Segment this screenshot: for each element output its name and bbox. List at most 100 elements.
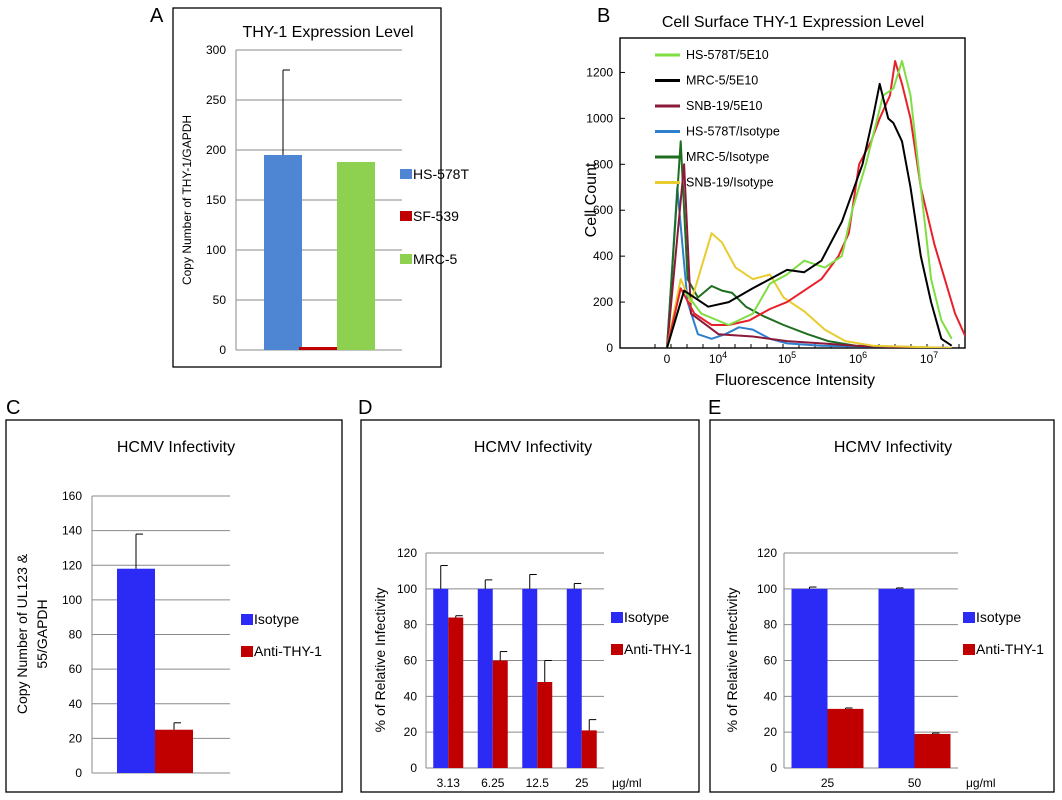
panel-c-frame	[5, 419, 343, 793]
panel-c-y-tick-label: 140	[62, 524, 82, 538]
panel-b-title: Cell Surface THY-1 Expression Level	[662, 14, 924, 31]
panel-c-chart: 0 20 40 60 80 100 120 140 160 HCMV Infectivity Cop…	[14, 439, 322, 780]
panel-c-legend-swatch	[241, 614, 253, 625]
panel-d-x-tick-label: 12.5	[526, 776, 550, 790]
panel-e-bar	[914, 733, 951, 768]
panel-e-legend-swatch	[963, 644, 975, 655]
panel-b-y-tick-label: 600	[593, 203, 613, 217]
panel-letter-a: A	[150, 5, 164, 27]
panel-b-x-tick-label: 0	[664, 352, 671, 366]
panel-c-y-tick-label: 20	[69, 731, 83, 745]
panel-b-legend-label: MRC-5/5E10	[686, 74, 758, 88]
panel-b-chart: Cell Surface THY-1 Expression Level Cell …	[583, 14, 966, 389]
panel-c-y-axis-label: Copy Number of UL123 &	[14, 553, 30, 714]
panel-e-y-tick-label: 80	[764, 618, 778, 632]
panel-b-x-axis-label: Fluorescence Intensity	[715, 372, 875, 389]
panel-c-y-tick-label: 40	[69, 697, 83, 711]
panel-a-y-tick-label: 300	[206, 43, 226, 57]
panel-b-y-tick-label: 800	[593, 157, 613, 171]
panel-a-y-tick-label: 100	[206, 243, 226, 257]
panel-d-y-tick-label: 40	[404, 689, 418, 703]
panel-e-y-tick-label: 20	[764, 725, 778, 739]
panel-letter-c: C	[6, 397, 20, 419]
panel-d-bar	[581, 730, 597, 768]
panel-b-y-tick-label: 1000	[586, 111, 613, 125]
panel-d-y-tick-label: 0	[410, 761, 417, 775]
panel-b-legend-label: HS-578T/Isotype	[686, 125, 780, 139]
panel-a-legend-swatch	[400, 254, 412, 264]
panel-c-legend-label: Anti-THY-1	[254, 643, 322, 659]
panel-b-y-tick-label: 0	[606, 341, 613, 355]
panel-e-x-unit-label: μg/ml	[966, 776, 996, 790]
panel-b-x-tick-label: 104	[709, 350, 727, 366]
panel-b-plot-frame	[619, 37, 966, 349]
panel-d-y-tick-label: 100	[397, 582, 417, 596]
panel-a-y-tick-label: 50	[213, 293, 227, 307]
panel-c-y-tick-label: 120	[62, 558, 82, 572]
panel-b-x-tick-exponent: 5	[791, 350, 796, 360]
panel-b-x-tick-label: 106	[849, 350, 867, 366]
panel-d-bar	[477, 588, 493, 768]
panel-letter-e: E	[708, 397, 721, 419]
panel-d-legend-label: Anti-THY-1	[624, 641, 692, 657]
panel-b-series-line	[666, 232, 952, 348]
panel-a-frame	[172, 7, 442, 368]
panel-d-y-tick-label: 60	[404, 654, 418, 668]
panel-a-y-tick-label: 0	[219, 343, 226, 357]
panel-c-bar	[155, 729, 193, 773]
panel-d-legend-swatch	[611, 644, 623, 655]
panel-a-legend-label: SF-539	[413, 208, 459, 224]
panel-a-y-axis-label: Copy Number of THY-1/GAPDH	[180, 115, 194, 285]
panel-e-y-tick-label: 40	[764, 689, 778, 703]
panel-b-x-tick-exponent: 6	[862, 350, 867, 360]
panel-b-x-tick-label: 105	[778, 350, 796, 366]
panel-d-y-tick-label: 80	[404, 618, 418, 632]
panel-e-bar	[827, 708, 864, 768]
panel-e-y-tick-label: 100	[757, 582, 777, 596]
panel-a-chart: 0 50 100 150 200 250 300 THY-1 Expression Level…	[180, 24, 469, 357]
panel-d-bar	[448, 617, 464, 768]
panel-c-y-tick-label: 80	[69, 628, 83, 642]
panel-c-legend-label: Isotype	[254, 611, 299, 627]
panel-e-x-tick-label: 25	[821, 776, 835, 790]
panel-d-title: HCMV Infectivity	[474, 439, 592, 456]
panel-d-y-axis-label: % of Relative Infectivity	[372, 588, 388, 733]
panel-d-x-tick-label: 25	[575, 776, 589, 790]
panel-e-legend-swatch	[963, 612, 975, 623]
panel-b-y-tick-label: 1200	[586, 65, 613, 79]
panel-d-legend-swatch	[611, 612, 623, 623]
panel-d-x-tick-label: 3.13	[437, 776, 461, 790]
panel-b-x-tick-exponent: 4	[722, 350, 727, 360]
panel-a-legend-swatch	[400, 211, 412, 221]
panel-e-legend-label: Anti-THY-1	[976, 641, 1044, 657]
panel-e-legend-label: Isotype	[976, 609, 1021, 625]
panel-d-y-tick-label: 20	[404, 725, 418, 739]
panel-e-y-axis-label: % of Relative Infectivity	[724, 588, 740, 733]
panel-b-y-axis-label: Cell Count	[583, 162, 600, 237]
panel-d-frame	[360, 419, 700, 793]
panel-d-bar	[492, 660, 508, 768]
panel-c-legend-swatch	[241, 646, 253, 657]
panel-e-x-tick-label: 50	[908, 776, 922, 790]
panel-e-bar	[791, 588, 828, 768]
panel-c-y-tick-label: 100	[62, 593, 82, 607]
panel-c-bar	[117, 568, 155, 773]
panel-e-chart: 0 20 40 60 80 100 120 HCMV Infectivity % of Rela…	[724, 439, 1044, 790]
panel-d-chart: 0 20 40 60 80 100 120 HCMV Infectivity % of Rela…	[372, 439, 692, 790]
panel-b-y-tick-label: 200	[593, 295, 613, 309]
panel-c-y-tick-label: 160	[62, 489, 82, 503]
panel-b-x-tick-label: 107	[920, 350, 938, 366]
panel-b-legend-label: HS-578T/5E10	[686, 48, 769, 62]
panel-d-bar	[522, 588, 538, 768]
panel-d-y-tick-label: 120	[397, 546, 417, 560]
panel-d-bar	[566, 588, 582, 768]
panel-d-x-tick-label: 6.25	[481, 776, 505, 790]
panel-a-legend-swatch	[400, 169, 412, 179]
panel-e-y-tick-label: 0	[770, 761, 777, 775]
panel-a-y-tick-label: 250	[206, 93, 226, 107]
panel-e-bar	[878, 588, 915, 768]
panel-letter-b: B	[597, 5, 610, 27]
panel-c-y-axis-label: 55/GAPDH	[34, 599, 50, 668]
panel-c-y-tick-label: 60	[69, 662, 83, 676]
